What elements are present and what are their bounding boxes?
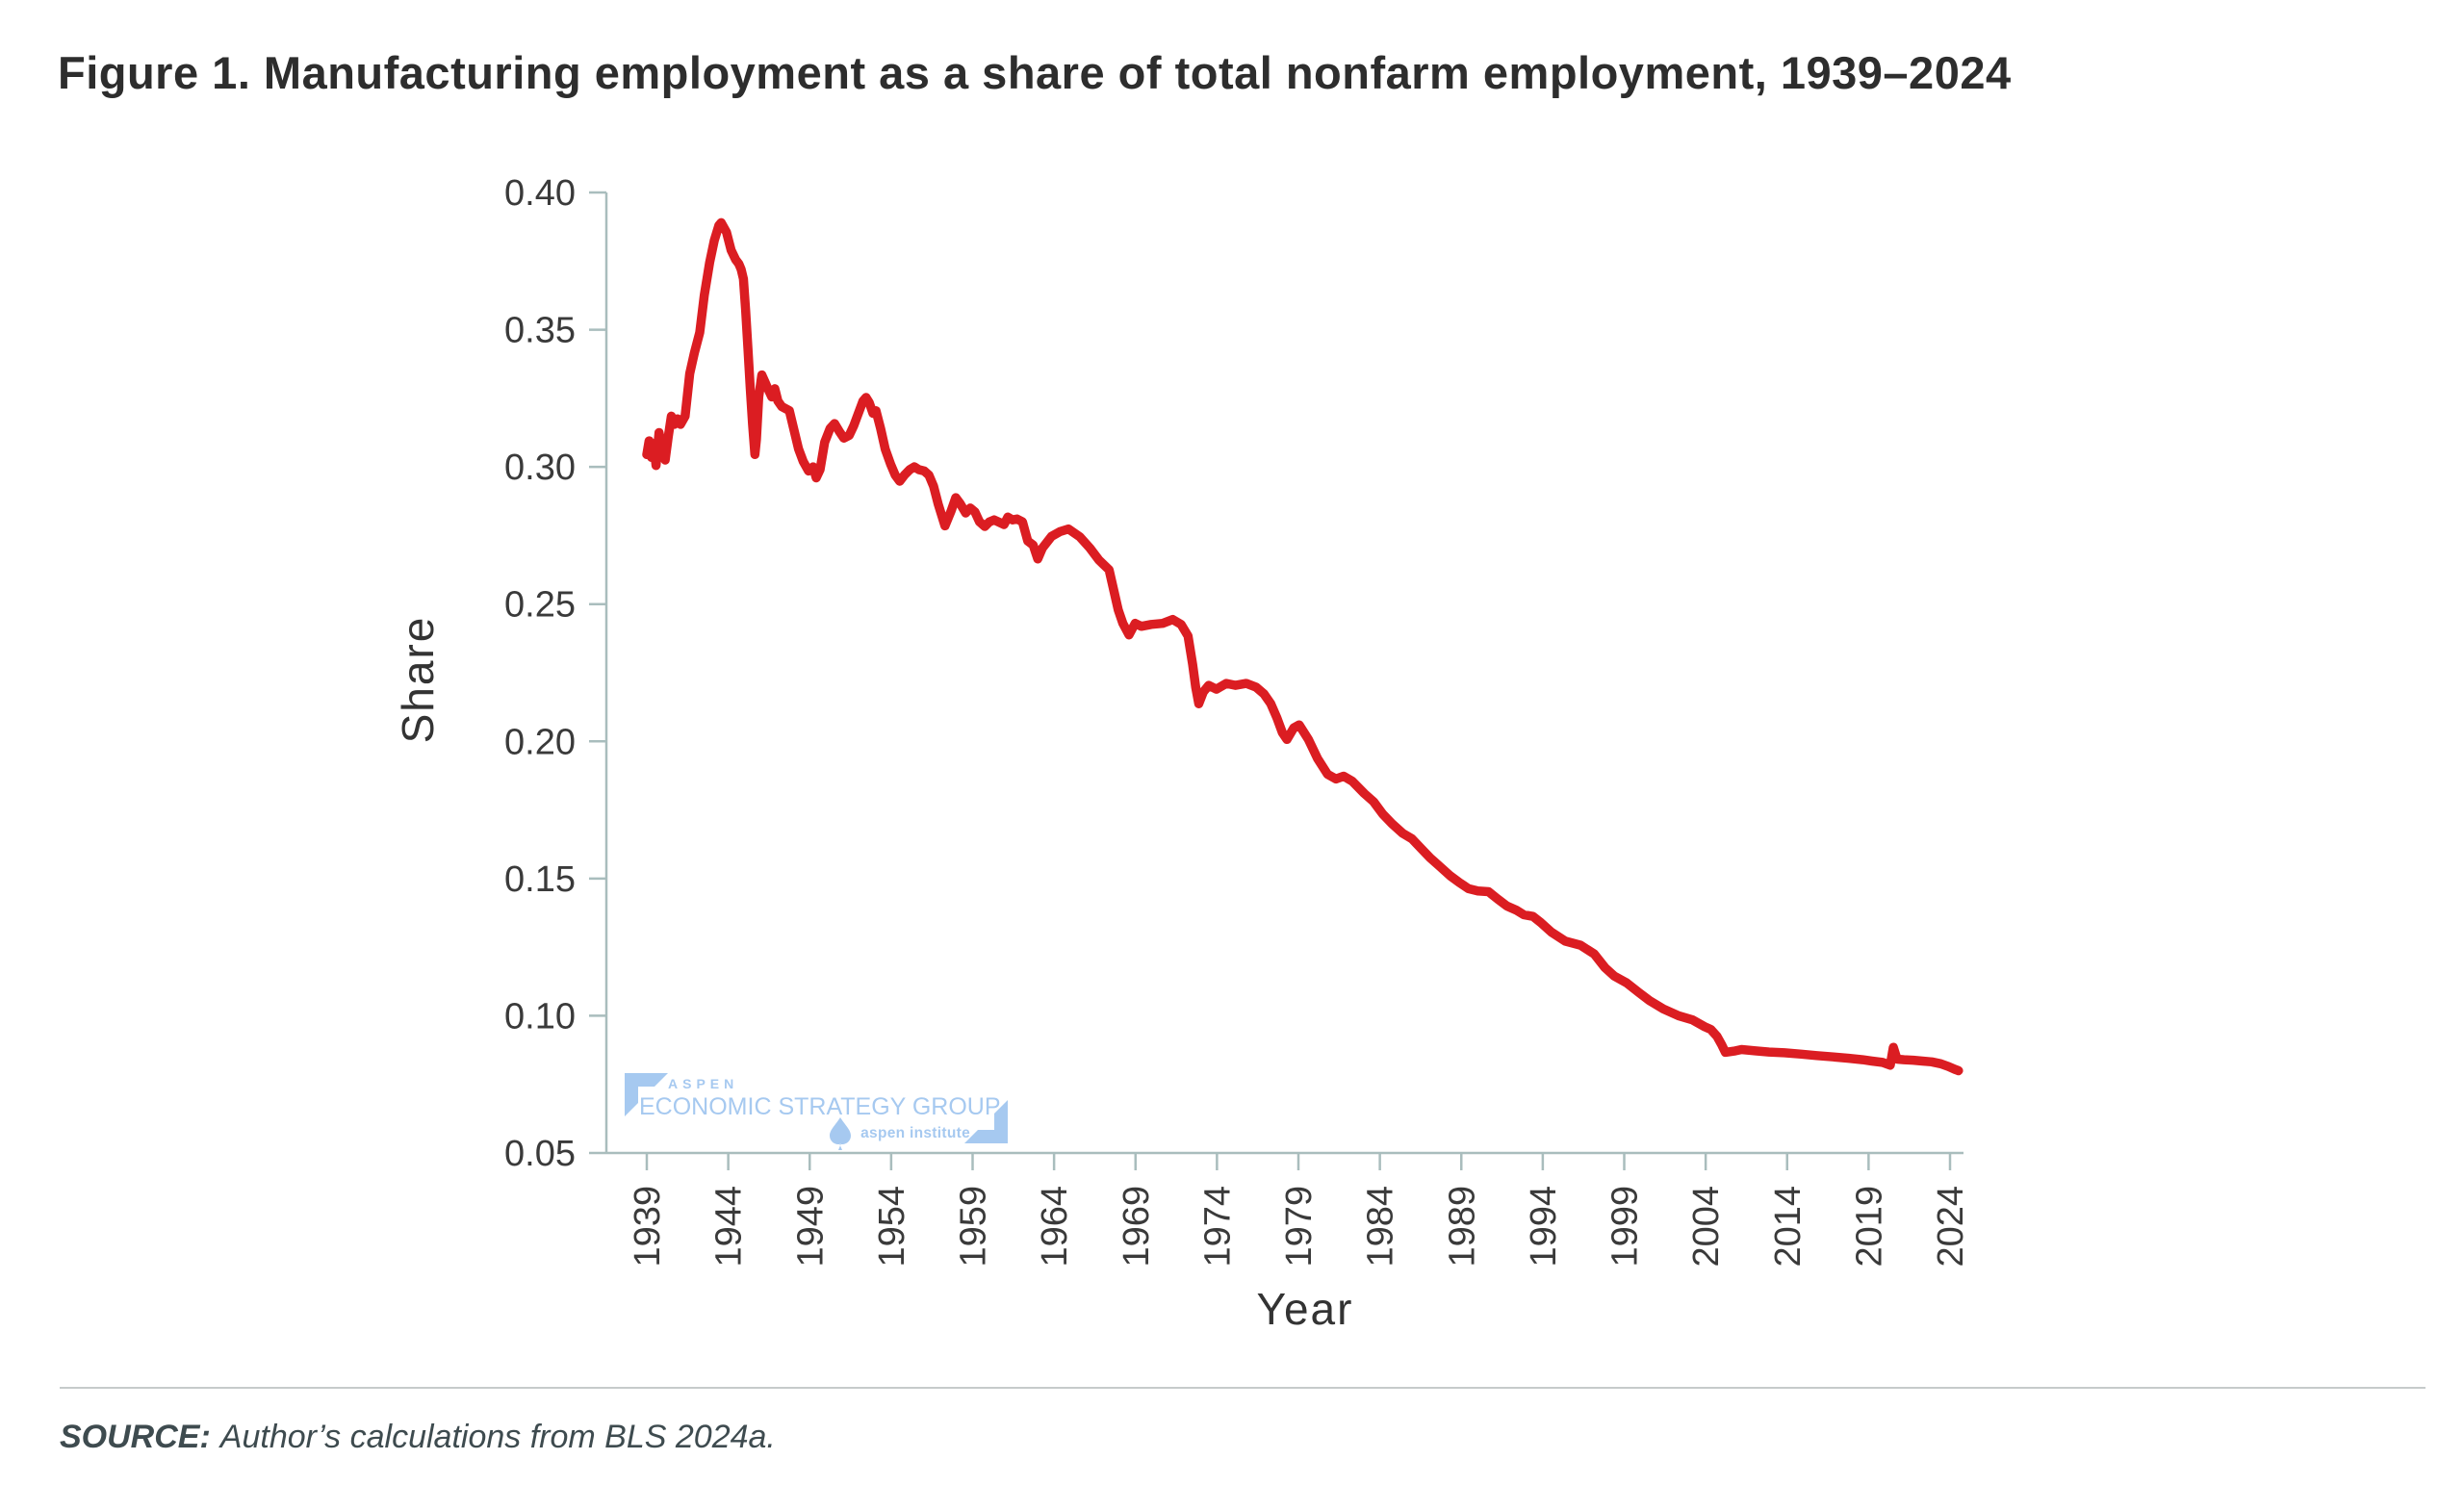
x-tick-label: 1944 [709, 1186, 750, 1268]
x-axis-title: Year [1257, 1284, 1354, 1334]
x-tick-label: 1964 [1035, 1186, 1075, 1268]
y-tick-label: 0.25 [504, 585, 576, 626]
y-tick-label: 0.05 [504, 1134, 576, 1174]
aspen-leaf-icon [830, 1117, 851, 1150]
line-chart: 0.40 0.35 0.30 0.25 0.20 0.15 0.10 0.05 1939 1944… [393, 173, 1971, 1334]
source-note: SOURCE: Author’s calculations from BLS 20… [60, 1419, 776, 1456]
x-tick-label: 1939 [628, 1186, 668, 1268]
watermark-corner-right-icon [964, 1100, 1008, 1143]
x-tick-label: 1959 [954, 1186, 994, 1268]
watermark-group-label: ECONOMIC STRATEGY GROUP [639, 1093, 1001, 1120]
x-tick-label: 1974 [1197, 1186, 1238, 1268]
y-tick-label: 0.20 [504, 722, 576, 762]
source-label: SOURCE: [60, 1419, 211, 1455]
y-tick-label: 0.30 [504, 448, 576, 488]
x-tick-label: 2024 [1931, 1186, 1971, 1268]
watermark-logo: ASPEN ECONOMIC STRATEGY GROUP aspen inst… [625, 1073, 1008, 1150]
y-axis-title: Share [393, 616, 443, 744]
watermark-corner-left-icon [625, 1073, 668, 1116]
x-tick-label: 1984 [1361, 1186, 1401, 1268]
watermark-org-label: ASPEN [668, 1076, 738, 1091]
x-tick-label: 1994 [1524, 1186, 1564, 1268]
y-tick-label: 0.15 [504, 859, 576, 900]
footer-divider [60, 1387, 2426, 1389]
axes: 0.40 0.35 0.30 0.25 0.20 0.15 0.10 0.05 1939 1944… [504, 173, 1971, 1268]
x-tick-label: 1999 [1605, 1186, 1646, 1268]
watermark-institute-label: aspen institute [860, 1125, 970, 1141]
x-tick-label: 1969 [1116, 1186, 1157, 1268]
y-tick-label: 0.35 [504, 311, 576, 351]
x-tick-label: 1989 [1442, 1186, 1482, 1268]
x-tick-label: 1979 [1279, 1186, 1320, 1268]
x-tick-label: 2004 [1686, 1186, 1727, 1268]
y-tick-label: 0.40 [504, 173, 576, 214]
x-tick-label: 1949 [790, 1186, 831, 1268]
x-tick-label: 2019 [1849, 1186, 1889, 1268]
figure-title: Figure 1. Manufacturing employment as a … [58, 47, 2012, 98]
employment-share-line [642, 218, 1964, 1076]
x-tick-label: 2014 [1768, 1186, 1809, 1268]
x-tick-label: 1954 [872, 1186, 912, 1268]
source-text: Author’s calculations from BLS 2024a. [219, 1419, 776, 1455]
y-tick-label: 0.10 [504, 996, 576, 1037]
